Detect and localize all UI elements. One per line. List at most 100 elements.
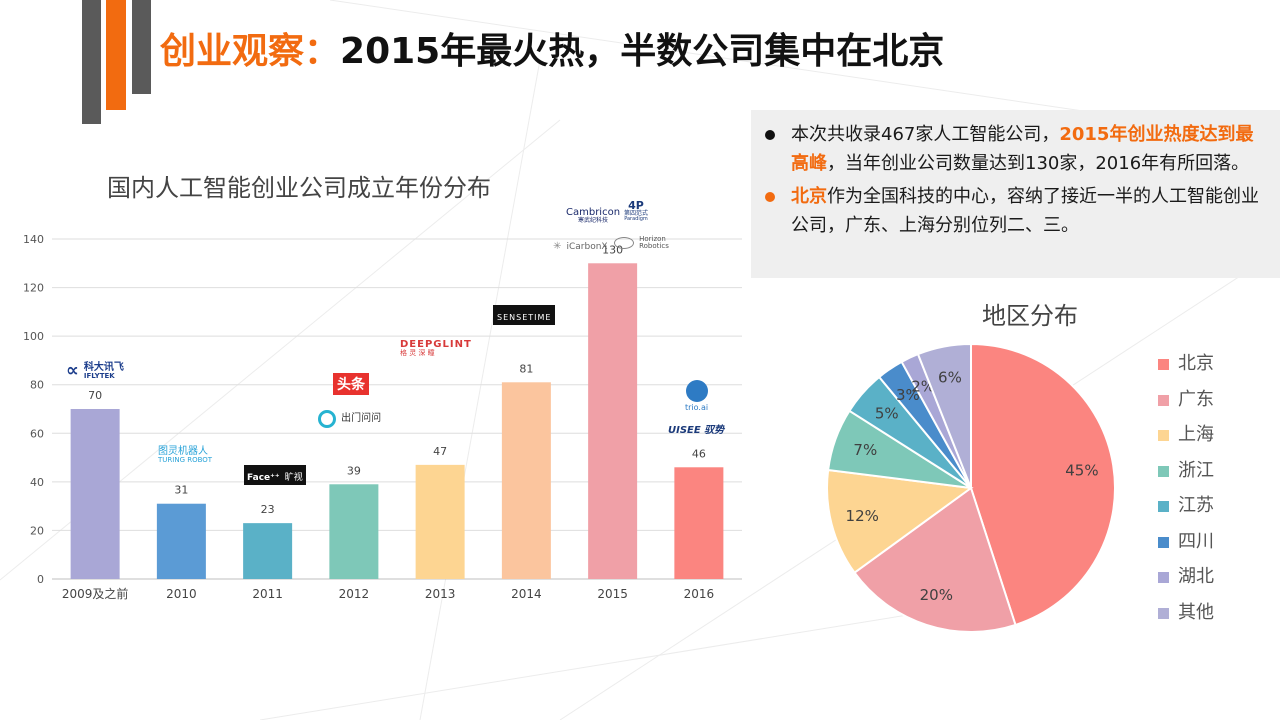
bar-value-label: 46 [692,447,706,460]
bar [243,523,293,579]
y-tick-label: 120 [23,282,44,295]
pie-chart: 45%20%12%7%5%3%2% 6% [826,342,1116,633]
paradigm-logo-cn: 第四范式 [624,210,649,217]
pie-slice [916,342,972,489]
turing-robot-logo: 图灵机器人 TURING ROBOT [158,447,212,464]
legend-item: 北京 [1158,350,1214,386]
cambricon-logo: Cambricon 寒武纪科技 [566,208,620,224]
deepglint-logo-cn: 格 灵 深 瞳 [400,349,435,357]
trio-logo-text: trio.ai [685,403,709,412]
page-title: 创业观察：2015年最火热，半数公司集中在北京 [160,22,944,74]
sensetime-logo: SENSETIME [493,305,556,325]
legend-label: 其他 [1178,601,1214,623]
pie-slice-label: 6% [938,369,962,387]
horizon-logo-text2: Robotics [639,241,669,250]
bullet-dot-icon [765,130,775,140]
x-tick-label: 2015 [597,587,628,601]
pie-slice [970,342,1116,627]
pie-slice-label: 12% [846,507,879,525]
pie-slice-label: 45% [1065,461,1098,479]
legend-item: 其他 [1158,599,1214,635]
legend-item: 四川 [1158,528,1214,564]
y-tick-label: 80 [30,379,44,392]
deepglint-logo-text: DEEPGLINT [400,339,472,350]
toutiao-logo-text: 头条 [337,377,365,393]
bar [156,503,206,579]
legend-item: 湖北 [1158,563,1214,599]
page-title-prefix: 创业观察： [160,31,341,72]
accent-bar-gray-right [132,0,151,94]
y-tick-label: 0 [37,573,44,586]
x-tick-label: 2012 [339,587,370,601]
bar-value-label: 70 [88,389,102,402]
iflytek-logo-en: IFLYTEK [83,372,115,380]
face-logo-cn: 旷视 [284,473,303,483]
y-tick-label: 100 [23,330,44,343]
summary-bullet-2: 北京作为全国科技的中心，容纳了接近一半的人工智能创业公司，广东、上海分别位列二、… [765,182,1260,240]
icarbonx-logo-text: iCarbonX [566,242,608,252]
chumen-logo-text: 出门问问 [341,413,382,424]
accent-bar-gray-left [82,0,101,124]
bar-value-label: 47 [433,445,447,458]
pie-slice-label: 20% [920,586,953,604]
horizon-mark-icon [614,236,634,249]
iflytek-mark-icon: ∝ [66,360,79,381]
x-tick-label: 2014 [511,587,542,601]
legend-swatch [1158,394,1169,406]
bar [415,464,465,579]
page-title-main: 2015年最火热，半数公司集中在北京 [340,31,945,72]
bullet-2-text: 作为全国科技的中心，容纳了接近一半的人工智能创业公司，广东、上海分别位列二、三。 [791,186,1259,236]
toutiao-logo: 头条 [333,373,369,395]
pie-chart-title: 地区分布 [982,302,1078,330]
bar-chart-title: 国内人工智能创业公司成立年份分布 [107,174,491,202]
bar [70,409,120,579]
bar-value-label: 31 [174,484,188,497]
paradigm-logo: 4P 第四范式 Paradigm [624,200,648,222]
accent-bar-orange [106,0,126,110]
legend-label: 四川 [1178,530,1214,552]
legend-swatch [1158,536,1169,548]
bullet-1-highlight: 2015年创业热度达到最高峰 [791,124,1254,174]
bullet-2-highlight: 北京 [791,186,827,207]
bar-value-label: 81 [519,362,533,375]
bullet-1-text-a: 本次共收录467家人工智能公司， [791,124,1060,145]
x-tick-label: 2016 [684,587,715,601]
pie-slice [853,486,1017,633]
bar [501,382,551,579]
chumenwenwen-logo: 出门问问 [318,410,381,428]
x-tick-label: 2009及之前 [62,586,129,601]
legend-swatch [1158,607,1169,619]
legend-label: 湖北 [1178,566,1214,587]
icarbonx-logo: ✳ iCarbonX [553,236,608,252]
icarbonx-mark-icon: ✳ [553,241,562,252]
y-tick-label: 140 [23,233,44,246]
legend-label: 北京 [1178,353,1214,374]
face-logo-text: Face⁺⁺ [247,473,280,483]
bullet-dot-icon [765,192,775,202]
iflytek-logo: ∝ 科大讯飞 IFLYTEK [66,362,124,380]
bar [329,484,379,579]
bar [588,263,638,579]
legend-swatch [1158,572,1169,583]
legend-item: 浙江 [1158,457,1214,493]
legend-item: 上海 [1158,421,1214,457]
legend-item: 广东 [1158,386,1214,422]
pie-slice-label: 3% [896,386,920,404]
bar-chart: 0 20 40 60 80 100 120 140 70 2009及之前 31 2010 23 2011 3… [23,233,742,601]
pie-slice [826,468,974,575]
paradigm-logo-mark: 4P [628,199,644,212]
trio-logo: trio.ai [685,380,708,412]
pie-slice-label: 7% [853,441,877,459]
face-logo: Face⁺⁺ 旷视 [244,465,306,485]
legend-label: 上海 [1178,424,1214,445]
y-tick-label: 60 [30,427,44,440]
legend-label: 浙江 [1178,459,1214,481]
y-tick-label: 20 [30,524,44,537]
cambricon-logo-text: Cambricon [566,207,621,218]
trio-mark-icon [685,380,708,402]
cambricon-logo-cn: 寒武纪科技 [578,217,609,224]
paradigm-logo-en: Paradigm [624,216,648,222]
bar-value-label: 23 [261,503,275,516]
bar-value-label: 39 [347,464,361,477]
chumen-circle-icon [318,410,336,428]
